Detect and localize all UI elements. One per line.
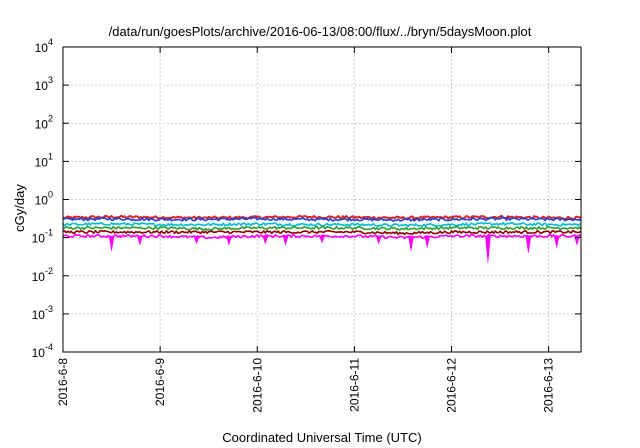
y-axis-label: cGy/day — [12, 184, 27, 232]
y-tick-label: 102 — [35, 113, 53, 131]
y-tick-label: 10-3 — [32, 304, 53, 322]
data-spike — [226, 235, 232, 246]
series-line — [62, 216, 582, 222]
x-tick-label: 2016-6-11 — [347, 358, 361, 412]
plot-area — [62, 214, 582, 263]
y-tick-label: 103 — [35, 75, 53, 93]
data-spike — [408, 235, 414, 251]
y-tick-label: 101 — [35, 151, 53, 169]
y-tick-label: 100 — [35, 190, 53, 208]
y-tick-label: 104 — [35, 37, 53, 55]
data-spike — [485, 235, 491, 263]
x-tick-label: 2016-6-8 — [56, 358, 70, 406]
data-spike — [574, 235, 580, 246]
series-line — [63, 233, 582, 240]
data-spike — [424, 235, 431, 248]
series-line — [62, 221, 582, 228]
x-tick-label: 2016-6-12 — [445, 358, 459, 413]
y-axis: 10-4 10-3 10-2 10-1 100 101 102 103 104 — [32, 37, 581, 360]
y-tick-label: 10-2 — [32, 266, 53, 284]
data-spike — [525, 235, 532, 253]
y-tick-label: 10-4 — [32, 342, 53, 360]
grid — [63, 47, 581, 352]
data-spike — [553, 235, 560, 248]
data-spike — [282, 235, 289, 246]
x-axis-label: Coordinated Universal Time (UTC) — [222, 430, 421, 445]
data-spike — [375, 235, 382, 245]
x-tick-label: 2016-6-13 — [542, 358, 556, 413]
y-tick-label: 10-1 — [32, 228, 53, 246]
chart-title: /data/run/goesPlots/archive/2016-06-13/0… — [109, 24, 532, 39]
data-spike — [319, 235, 325, 244]
x-tick-label: 2016-6-10 — [250, 358, 264, 413]
x-axis: 2016-6-8 2016-6-9 2016-6-10 2016-6-11 2016-6… — [56, 47, 556, 413]
data-spike — [262, 235, 269, 245]
data-spike — [136, 235, 143, 246]
series-line — [62, 225, 582, 231]
series-line — [62, 229, 582, 236]
x-tick-label: 2016-6-9 — [153, 358, 167, 406]
data-spike — [193, 235, 200, 245]
data-spike — [108, 235, 115, 251]
